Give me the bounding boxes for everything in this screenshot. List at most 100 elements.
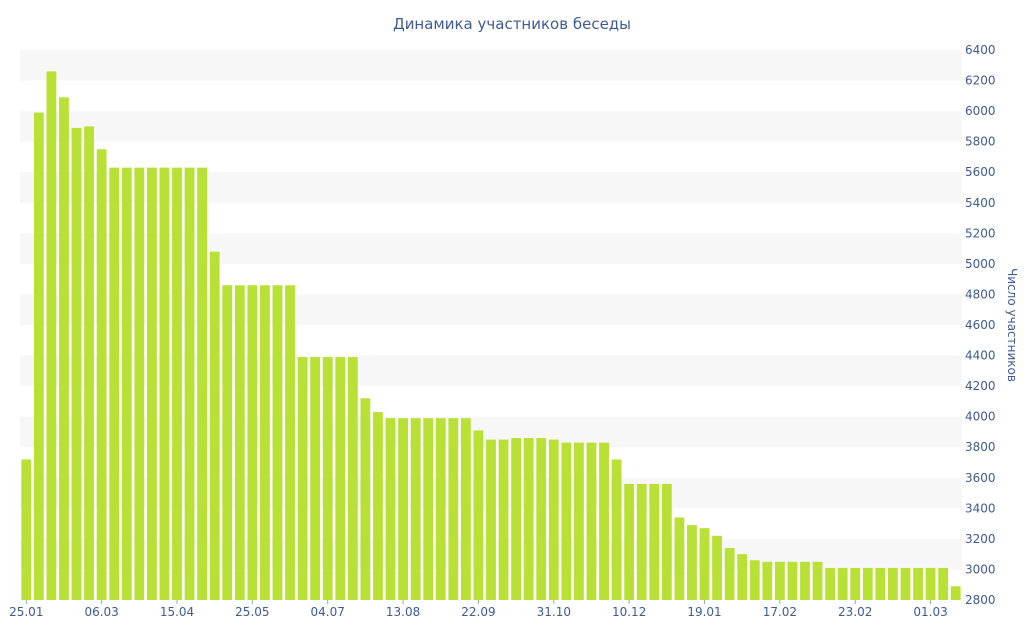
bar (950, 586, 961, 600)
bar (347, 357, 358, 600)
bar (737, 554, 748, 600)
grid-band (20, 111, 962, 142)
bar (812, 561, 823, 600)
bar (498, 439, 509, 600)
bar (234, 285, 245, 600)
y-tick-label: 6000 (965, 104, 996, 118)
x-tick-label: 01.03 (913, 605, 947, 619)
bar (335, 357, 346, 600)
bar (33, 112, 44, 600)
bar (724, 548, 735, 600)
bar (687, 525, 697, 600)
chart-title: Динамика участников беседы (393, 15, 631, 33)
y-tick-label: 5400 (965, 196, 996, 210)
x-tick-label: 06.03 (84, 605, 118, 619)
x-tick-label: 23.02 (838, 605, 872, 619)
bar (511, 438, 522, 600)
bar (611, 459, 622, 600)
bar (850, 567, 861, 600)
y-tick-label: 4200 (965, 379, 996, 393)
y-tick-label: 5800 (965, 135, 996, 149)
bar (59, 97, 69, 601)
bar (699, 528, 710, 600)
bar (523, 438, 534, 600)
bar (825, 567, 836, 600)
y-tick-label: 3200 (965, 532, 996, 546)
bar (385, 418, 396, 600)
bar (862, 567, 873, 600)
bar (749, 560, 760, 600)
bar (925, 567, 936, 600)
bar (800, 561, 810, 600)
bar (222, 285, 233, 600)
bar (297, 357, 308, 600)
bar (46, 71, 57, 600)
bar (486, 439, 496, 600)
bar (272, 285, 283, 600)
bar (247, 285, 258, 600)
x-tick-label: 10.12 (612, 605, 646, 619)
x-tick-label: 15.04 (160, 605, 194, 619)
bar (71, 127, 82, 601)
bar (146, 167, 157, 600)
bar (649, 483, 660, 600)
bar (473, 430, 484, 600)
bar (837, 567, 848, 600)
bar (624, 483, 635, 600)
bar (762, 561, 773, 600)
bar (460, 418, 471, 600)
y-tick-label: 3000 (965, 562, 996, 576)
bar (536, 438, 547, 600)
x-tick-label: 25.01 (9, 605, 43, 619)
y-tick-label: 5200 (965, 226, 996, 240)
bar (84, 126, 94, 600)
bar (197, 167, 208, 600)
bar (599, 442, 609, 600)
y-tick-label: 6400 (965, 43, 996, 57)
bar (435, 418, 446, 600)
y-tick-label: 6200 (965, 74, 996, 88)
y-tick-label: 4400 (965, 349, 996, 363)
x-tick-label: 17.02 (763, 605, 797, 619)
y-tick-label: 5600 (965, 165, 996, 179)
y-tick-label: 3800 (965, 440, 996, 454)
y-tick-label: 2800 (965, 593, 996, 607)
y-tick-label: 4800 (965, 287, 996, 301)
bar (712, 535, 722, 600)
bar (410, 418, 421, 600)
x-tick-label: 13.08 (386, 605, 420, 619)
bar (448, 418, 459, 600)
bar (109, 167, 120, 600)
bar (674, 517, 685, 600)
y-tick-label: 3600 (965, 471, 996, 485)
bar-series (21, 71, 961, 601)
bar (787, 561, 798, 600)
bar (423, 418, 434, 600)
bar (322, 357, 333, 600)
bar (586, 442, 597, 600)
bar (121, 167, 132, 600)
bar (134, 167, 145, 600)
bar (172, 167, 182, 600)
y-axis-ticks: 2800 3000 3200 3400 3600 3800 4000 4200 4400 4600… (965, 43, 996, 607)
bar (913, 567, 923, 600)
y-tick-label: 4000 (965, 410, 996, 424)
y-axis-title: Число участников (1005, 268, 1019, 382)
x-tick-label: 19.01 (687, 605, 721, 619)
bar (888, 567, 898, 600)
x-tick-label: 04.07 (311, 605, 345, 619)
bar (636, 483, 647, 600)
bar (548, 439, 559, 600)
bar (574, 442, 584, 600)
y-tick-label: 4600 (965, 318, 996, 332)
x-tick-label: 31.10 (537, 605, 571, 619)
bar (310, 357, 321, 600)
x-axis-ticks: 25.01 06.03 15.04 25.05 04.07 13.08 22.09 31.10… (9, 600, 948, 619)
bar (561, 442, 572, 600)
bar (260, 285, 270, 600)
bar (900, 567, 911, 600)
x-tick-label: 25.05 (235, 605, 269, 619)
bar (360, 398, 371, 600)
bar (373, 412, 383, 600)
